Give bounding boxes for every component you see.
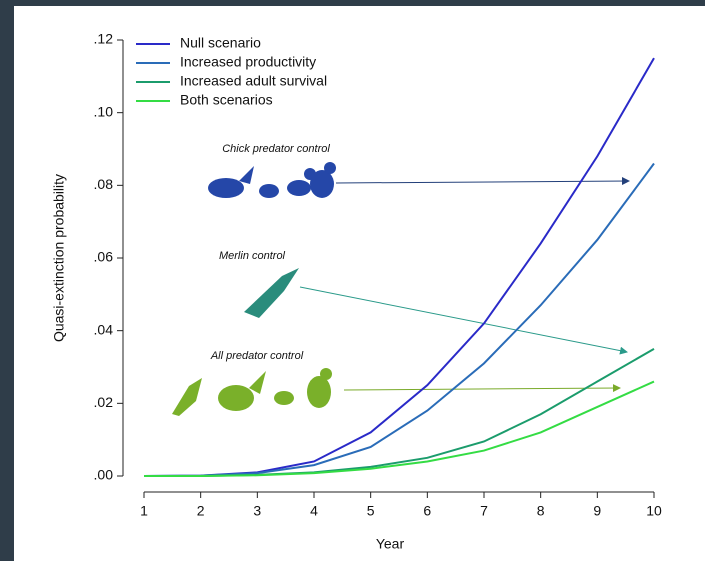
x-tick-label: 7 xyxy=(480,503,488,519)
y-tick-label: .04 xyxy=(94,321,114,337)
all-predator-icons xyxy=(172,368,332,416)
x-tick-label: 4 xyxy=(310,503,318,519)
legend-label: Increased adult survival xyxy=(180,73,327,89)
legend-label: Both scenarios xyxy=(180,92,273,108)
series-line xyxy=(144,164,654,476)
y-axis-title: Quasi-extinction probability xyxy=(51,174,67,342)
x-tick-label: 9 xyxy=(593,503,601,519)
legend-label: Null scenario xyxy=(180,35,261,51)
arrow xyxy=(336,181,629,183)
arrow xyxy=(344,388,620,390)
chick-predator-icons xyxy=(208,162,336,198)
series-line xyxy=(144,58,654,476)
x-tick-label: 2 xyxy=(197,503,205,519)
series-line xyxy=(144,349,654,476)
legend-label: Increased productivity xyxy=(180,54,316,70)
merlin-icon xyxy=(244,268,299,318)
x-axis-title: Year xyxy=(376,536,405,552)
y-tick-label: .12 xyxy=(94,31,114,47)
annotation: All predator control xyxy=(210,350,304,362)
x-tick-label: 10 xyxy=(646,503,662,519)
chart: Chick predator control Merlin control Al… xyxy=(14,6,705,561)
y-tick-label: .08 xyxy=(94,176,114,192)
arrow xyxy=(300,287,627,352)
x-tick-label: 1 xyxy=(140,503,148,519)
x-tick-label: 6 xyxy=(423,503,431,519)
y-tick-label: .06 xyxy=(94,249,114,265)
annotation: Merlin control xyxy=(219,250,286,262)
annotation: Chick predator control xyxy=(222,143,330,155)
y-tick-label: .00 xyxy=(94,467,114,483)
y-tick-label: .02 xyxy=(94,394,114,410)
figure: Chick predator control Merlin control Al… xyxy=(14,6,705,561)
x-tick-label: 5 xyxy=(367,503,375,519)
x-tick-label: 3 xyxy=(253,503,261,519)
y-tick-label: .10 xyxy=(94,103,114,119)
x-tick-label: 8 xyxy=(537,503,545,519)
